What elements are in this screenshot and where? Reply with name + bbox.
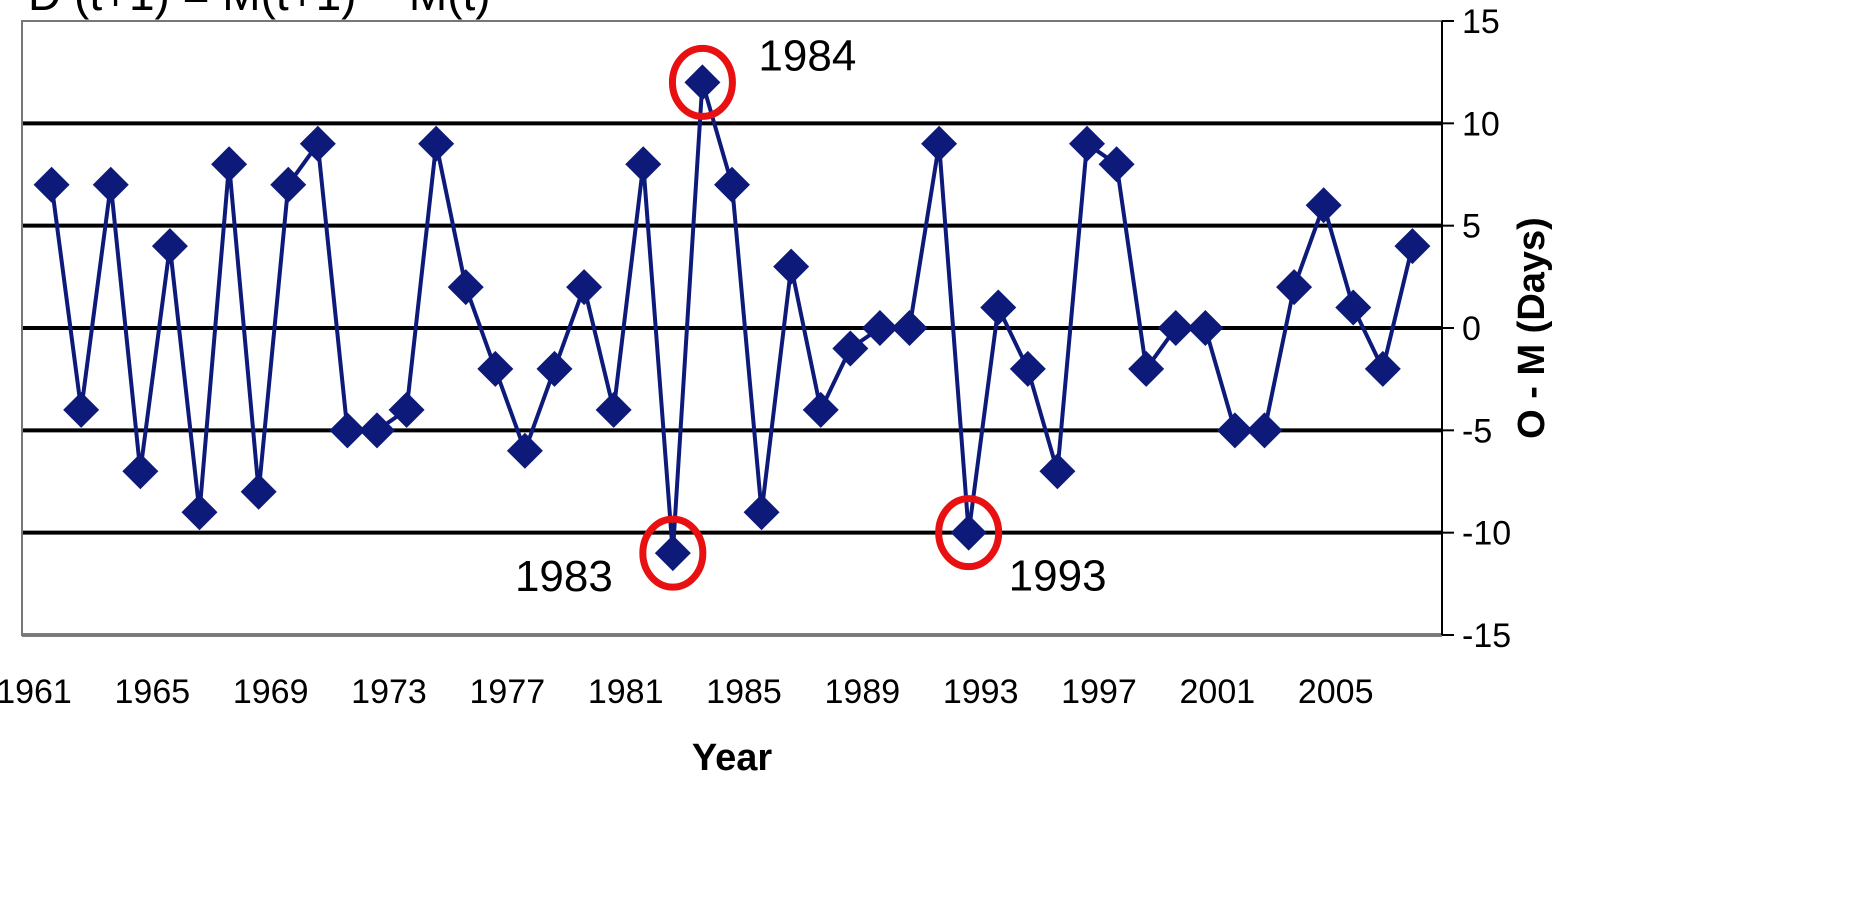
- x-tick-label: 1997: [1061, 673, 1137, 711]
- x-axis-title: Year: [692, 737, 773, 779]
- data-point: [773, 248, 810, 285]
- annotation-label: 1993: [1009, 552, 1107, 601]
- data-point: [63, 391, 100, 428]
- data-point: [1039, 453, 1076, 490]
- data-point: [832, 330, 869, 367]
- data-point: [566, 269, 603, 306]
- data-point: [388, 391, 425, 428]
- data-point: [1009, 350, 1046, 387]
- data-point: [802, 391, 839, 428]
- data-point: [950, 514, 987, 551]
- data-point: [92, 166, 129, 203]
- y-tick-label: 0: [1462, 310, 1481, 348]
- annotation-circle: [639, 515, 707, 591]
- y-tick-label: 5: [1462, 208, 1481, 246]
- y-axis-title: O - M (Days): [1511, 217, 1553, 439]
- y-tick-label: 10: [1462, 105, 1500, 143]
- data-point: [1069, 125, 1105, 162]
- x-tick-label: 1969: [233, 673, 309, 711]
- series-markers: [33, 64, 1431, 572]
- data-point: [122, 453, 159, 490]
- data-point: [1187, 310, 1224, 346]
- annotation-label: 1983: [515, 552, 613, 601]
- x-tick-label: 1989: [825, 673, 901, 711]
- data-point: [447, 269, 484, 306]
- x-tick-label: 1977: [470, 673, 546, 711]
- data-point: [1335, 289, 1372, 326]
- y-tick-label: -15: [1462, 617, 1511, 655]
- x-tick-label: 2001: [1180, 673, 1256, 711]
- data-point: [536, 350, 573, 387]
- data-point: [1157, 310, 1194, 346]
- data-point: [506, 432, 543, 469]
- x-tick-label: 2005: [1298, 673, 1374, 711]
- data-point: [211, 146, 248, 183]
- data-point: [359, 412, 395, 449]
- data-point: [1364, 350, 1401, 387]
- data-point: [714, 166, 750, 203]
- data-point: [1394, 228, 1431, 265]
- data-point: [743, 494, 780, 531]
- data-point: [1098, 146, 1135, 183]
- data-point: [33, 166, 70, 203]
- data-point: [151, 228, 188, 265]
- x-tick-label: 1985: [706, 673, 782, 711]
- data-point: [270, 166, 307, 203]
- data-point: [1216, 412, 1253, 449]
- data-point: [595, 391, 632, 428]
- x-ticks: 1961 1965 1969 1973 1977 1981 1985 1989 1993 1997…: [0, 673, 1373, 711]
- annotation-circle: [668, 44, 736, 120]
- y-ticks: 15 10 5 0 -5 -10 -15: [1442, 3, 1511, 655]
- data-point: [861, 310, 898, 346]
- data-point: [921, 125, 958, 162]
- data-point: [418, 125, 455, 162]
- data-point: [625, 146, 662, 183]
- x-tick-label: 1961: [0, 673, 72, 711]
- data-point: [654, 535, 691, 572]
- y-tick-label: -5: [1462, 412, 1492, 450]
- data-point: [684, 64, 721, 101]
- x-tick-label: 1993: [943, 673, 1019, 711]
- annotation-label: 1984: [758, 31, 856, 80]
- data-point: [299, 125, 336, 162]
- x-tick-label: 1981: [588, 673, 664, 711]
- data-point: [980, 289, 1017, 326]
- y-tick-label: 15: [1462, 3, 1500, 41]
- data-point: [240, 473, 277, 510]
- x-tick-label: 1973: [351, 673, 427, 711]
- chart-title: D (t+1) = M(t+1) − M(t): [28, 0, 491, 20]
- annotations: 1984 1983 1993: [515, 31, 1107, 601]
- data-point: [1128, 350, 1165, 387]
- data-point: [1305, 187, 1342, 224]
- data-point: [1246, 412, 1283, 449]
- data-point: [329, 412, 366, 449]
- data-point: [181, 494, 218, 531]
- data-point: [1276, 269, 1313, 306]
- annotation-circle: [935, 495, 1003, 571]
- x-tick-label: 1965: [115, 673, 191, 711]
- data-point: [477, 350, 514, 387]
- data-point: [891, 310, 928, 346]
- y-tick-label: -10: [1462, 515, 1511, 553]
